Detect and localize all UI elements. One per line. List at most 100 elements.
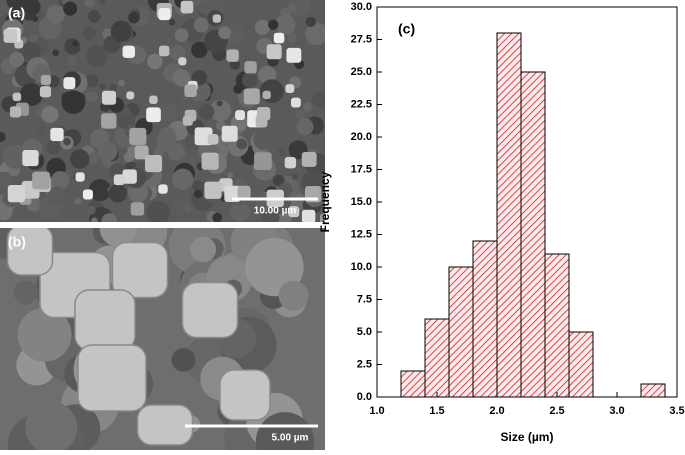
sem-particle xyxy=(75,172,85,182)
sem-texture xyxy=(190,236,217,263)
sem-texture xyxy=(13,280,38,305)
sem-texture xyxy=(158,102,177,122)
sem-particle xyxy=(40,74,51,86)
sem-texture xyxy=(84,0,95,8)
y-tick-label: 2.5 xyxy=(357,358,372,370)
sem-texture xyxy=(128,11,140,24)
sem-texture xyxy=(35,124,47,135)
sem-texture xyxy=(9,52,25,68)
sem-particle xyxy=(273,32,285,44)
sem-texture xyxy=(191,41,208,59)
sem-particle xyxy=(32,171,50,190)
sem-texture xyxy=(28,33,38,43)
sem-particle xyxy=(101,90,117,105)
sem-particle xyxy=(146,107,161,123)
sem-image-a xyxy=(0,0,325,222)
sem-texture xyxy=(88,178,112,202)
sem-texture xyxy=(118,79,125,87)
sem-particle xyxy=(74,289,136,351)
sem-texture xyxy=(70,149,90,169)
sem-texture xyxy=(286,33,297,44)
sem-particle xyxy=(290,97,301,108)
sem-texture xyxy=(156,132,175,152)
bar xyxy=(520,71,546,398)
y-tick-label: 7.5 xyxy=(357,293,372,305)
sem-texture xyxy=(63,137,71,146)
sem-texture xyxy=(24,0,41,15)
y-tick-label: 15.0 xyxy=(351,196,372,208)
sem-texture xyxy=(72,40,79,47)
sem-particle xyxy=(207,133,219,145)
panel-label: (b) xyxy=(8,234,26,250)
sem-particle xyxy=(77,344,147,412)
x-tick-label: 2.5 xyxy=(549,405,564,417)
sem-texture xyxy=(292,173,299,180)
sem-texture xyxy=(218,26,232,40)
sem-texture xyxy=(6,0,28,11)
bar xyxy=(448,266,474,398)
x-tick-label: 1.5 xyxy=(429,405,444,417)
sem-particle xyxy=(134,145,149,160)
sem-particle xyxy=(130,202,145,216)
sem-particle xyxy=(286,47,302,63)
sem-texture xyxy=(74,197,82,205)
sem-texture xyxy=(41,105,59,124)
y-tick-label: 0.0 xyxy=(357,391,372,403)
sem-particle xyxy=(158,8,171,21)
scale-bar-label: 5.00 µm xyxy=(272,433,309,444)
sem-particle xyxy=(180,0,194,14)
sem-particle xyxy=(212,14,221,23)
y-tick-label: 12.5 xyxy=(351,228,372,240)
x-axis-label: Size (µm) xyxy=(501,430,554,444)
sem-particle xyxy=(82,189,93,200)
sem-texture xyxy=(108,84,118,93)
sem-texture xyxy=(17,307,72,362)
sem-particle xyxy=(301,151,317,167)
sem-texture xyxy=(209,99,232,122)
y-tick-label: 30.0 xyxy=(351,1,372,13)
sem-texture xyxy=(99,83,106,90)
sem-texture xyxy=(171,200,188,217)
sem-texture xyxy=(172,168,194,190)
sem-texture xyxy=(290,185,300,196)
bar xyxy=(472,240,498,398)
y-tick-label: 27.5 xyxy=(351,33,372,45)
sem-particle xyxy=(178,57,187,66)
y-tick-label: 17.5 xyxy=(351,163,372,175)
sem-particle xyxy=(136,404,194,446)
sem-particle xyxy=(237,185,251,199)
sem-texture xyxy=(61,90,86,114)
sem-particle xyxy=(219,369,271,421)
sem-texture xyxy=(67,56,77,65)
sem-texture xyxy=(226,172,234,179)
x-tick-label: 1.0 xyxy=(369,405,384,417)
sem-texture xyxy=(272,174,285,187)
sem-particle xyxy=(181,281,239,339)
sem-particle xyxy=(3,28,18,43)
sem-texture xyxy=(160,88,171,99)
sem-particle xyxy=(204,181,222,199)
sem-texture xyxy=(254,19,271,35)
sem-texture xyxy=(305,16,316,27)
sem-texture xyxy=(171,347,196,372)
sem-texture xyxy=(233,84,243,94)
sem-particle xyxy=(158,184,168,194)
sem-texture xyxy=(212,212,222,222)
sem-texture xyxy=(174,28,189,42)
sem-texture xyxy=(173,69,191,87)
sem-particle xyxy=(39,86,52,98)
sem-particle xyxy=(7,184,26,203)
x-tick-label: 3.5 xyxy=(669,405,684,417)
y-tick-label: 22.5 xyxy=(351,98,372,110)
sem-texture xyxy=(296,118,314,136)
sem-texture xyxy=(91,217,98,222)
sem-particle xyxy=(50,127,64,142)
sem-texture xyxy=(312,91,325,108)
sem-texture xyxy=(64,38,81,55)
sem-annotations: (a) 10.00 µm (b) 5.00 µm xyxy=(8,5,318,444)
sem-particle xyxy=(320,213,325,222)
x-tick-label: 3.0 xyxy=(609,405,624,417)
sem-texture xyxy=(193,17,209,33)
sem-texture xyxy=(241,72,258,88)
sem-texture xyxy=(48,42,57,51)
